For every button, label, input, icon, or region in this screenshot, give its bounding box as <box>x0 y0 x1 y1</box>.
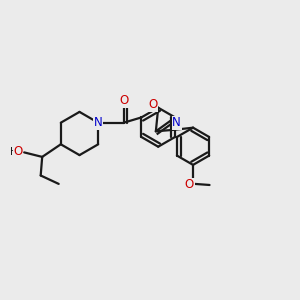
Text: O: O <box>119 94 128 107</box>
Text: N: N <box>172 116 181 129</box>
Text: H: H <box>10 147 18 157</box>
Text: O: O <box>148 98 158 111</box>
Text: N: N <box>94 116 103 129</box>
Text: O: O <box>14 145 23 158</box>
Text: O: O <box>185 178 194 191</box>
